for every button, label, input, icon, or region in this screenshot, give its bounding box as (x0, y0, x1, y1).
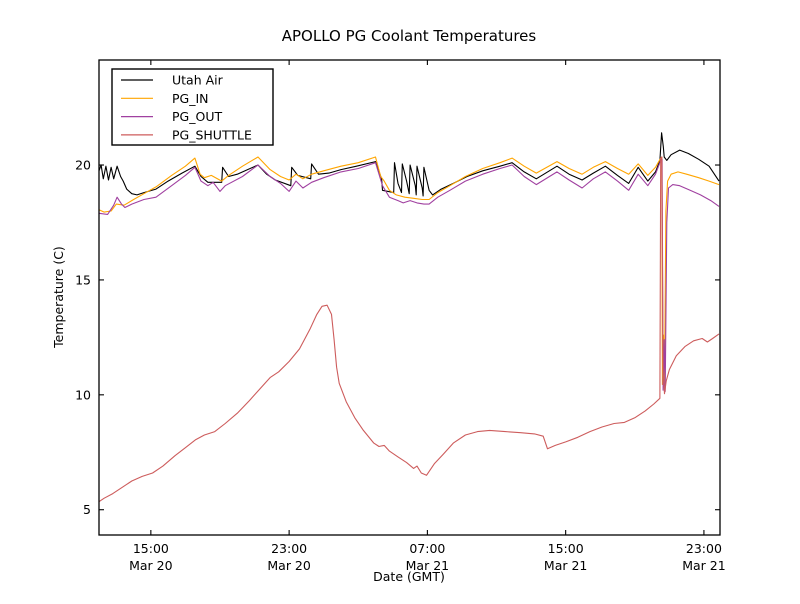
x-tick-time-label: 07:00 (409, 541, 445, 556)
series-line-pg-shuttle (99, 156, 720, 503)
x-tick-date-label: Mar 21 (682, 558, 725, 573)
x-tick-date-label: Mar 21 (406, 558, 449, 573)
y-tick-label: 5 (83, 502, 91, 517)
legend-label-pg-shuttle: PG_SHUTTLE (172, 127, 252, 142)
y-tick-label: 15 (75, 272, 91, 287)
legend-label-utah-air: Utah Air (172, 73, 224, 88)
plot-series (99, 132, 720, 503)
x-tick-time-label: 15:00 (548, 541, 584, 556)
x-tick-time-label: 15:00 (133, 541, 169, 556)
legend: Utah Air PG_IN PG_OUT PG_SHUTTLE (111, 68, 274, 146)
x-tick-time-label: 23:00 (686, 541, 722, 556)
x-tick-time-label: 23:00 (271, 541, 307, 556)
x-tick-date-label: Mar 20 (267, 558, 311, 573)
legend-label-pg-in: PG_IN (172, 91, 209, 106)
x-axis-label: Date (GMT) (373, 569, 445, 584)
legend-label-pg-out: PG_OUT (172, 109, 222, 124)
chart-title: APOLLO PG Coolant Temperatures (282, 27, 537, 45)
y-axis-label: Temperature (C) (51, 246, 66, 349)
y-tick-label: 10 (75, 387, 91, 402)
x-tick-date-label: Mar 21 (544, 558, 587, 573)
x-tick-date-label: Mar 20 (129, 558, 173, 573)
plot-frame (98, 59, 721, 536)
axis-ticks: 15:00 Mar 20 23:00 Mar 20 07:00 Mar 21 15:00 Ma… (75, 60, 726, 573)
legend-box (111, 68, 274, 146)
series-line-utah-air (99, 132, 720, 197)
y-tick-label: 20 (75, 158, 91, 173)
